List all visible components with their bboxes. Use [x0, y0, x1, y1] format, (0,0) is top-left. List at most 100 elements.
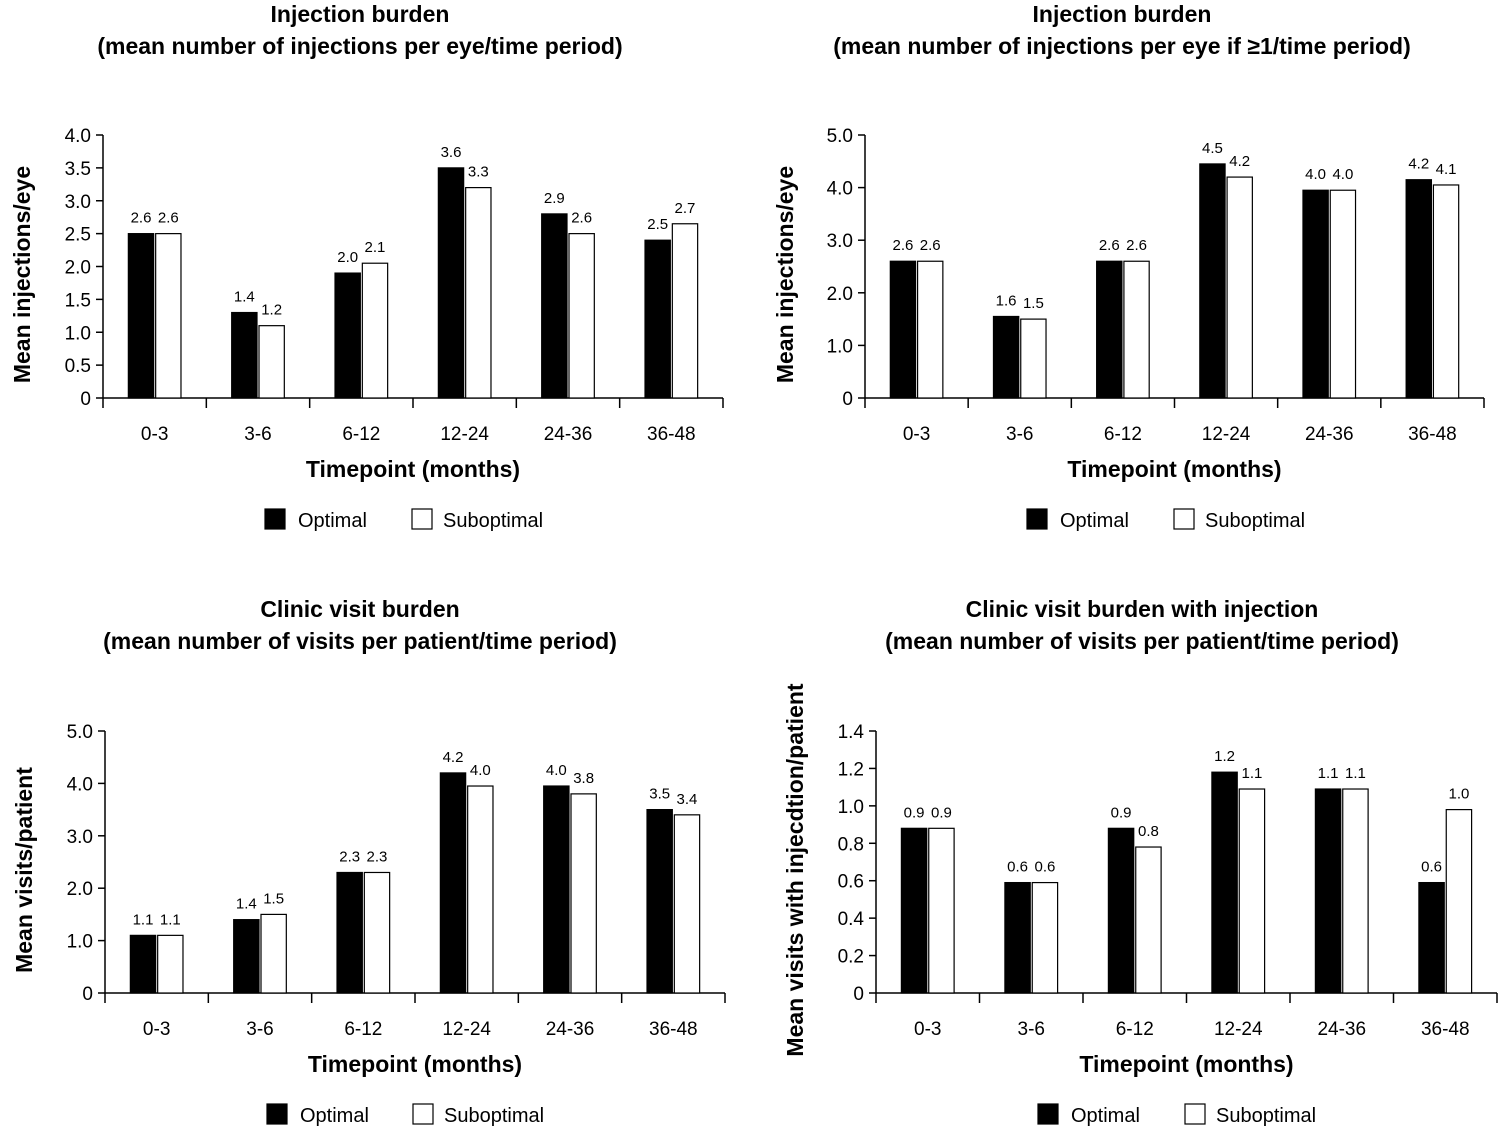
y-tick-label: 3.0 — [65, 192, 91, 213]
y-tick-label: 0.2 — [838, 947, 864, 968]
bar-suboptimal-0-3 — [928, 827, 955, 994]
data-label-suboptimal: 3.3 — [468, 164, 489, 181]
legend-swatch-suboptimal — [1173, 508, 1195, 530]
data-label-suboptimal: 2.7 — [675, 200, 696, 217]
legend: Optimal Suboptimal — [1037, 1103, 1316, 1127]
legend-swatch-suboptimal — [412, 1103, 434, 1125]
bar-optimal-12-24 — [1199, 163, 1226, 399]
data-label-suboptimal: 4.0 — [1332, 166, 1353, 183]
y-tick-label: 3.0 — [827, 231, 853, 252]
bar-suboptimal-0-3 — [916, 260, 944, 399]
data-label-optimal: 1.1 — [1318, 765, 1339, 782]
data-label-suboptimal: 2.3 — [367, 848, 388, 865]
bar-suboptimal-24-36 — [570, 793, 597, 994]
bar-optimal-36-48 — [646, 808, 673, 994]
bar-suboptimal-12-24 — [1226, 176, 1253, 399]
x-tick-label: 3-6 — [246, 1019, 273, 1040]
bar-suboptimal-36-48 — [1432, 184, 1460, 399]
y-axis-label: Mean visits/patient — [11, 767, 37, 973]
y-axis-label: Mean injections/eye — [772, 166, 798, 383]
chart-title: Clinic visit burden — [260, 596, 459, 622]
bar-suboptimal-3-6 — [258, 325, 285, 399]
y-tick-label: 2.5 — [65, 225, 91, 246]
data-label-optimal: 2.5 — [647, 216, 668, 233]
y-axis-label: Mean visits with injecdtion/patient — [782, 683, 808, 1056]
bar-suboptimal-24-36 — [1329, 189, 1357, 399]
bar-optimal-24-36 — [543, 785, 570, 994]
bar-suboptimal-3-6 — [1020, 318, 1047, 399]
data-label-optimal: 0.6 — [1007, 859, 1028, 876]
data-label-suboptimal: 0.8 — [1138, 823, 1159, 840]
data-label-optimal: 2.6 — [131, 210, 152, 227]
y-axis-label: Mean injections/eye — [9, 166, 35, 383]
y-tick-label: 0 — [80, 389, 91, 410]
bar-optimal-0-3 — [129, 934, 157, 994]
bar-suboptimal-12-24 — [1238, 788, 1266, 994]
bar-optimal-12-24 — [437, 167, 465, 399]
y-tick-label: 1.5 — [65, 290, 91, 311]
y-tick-label: 2.0 — [67, 879, 93, 900]
legend: Optimal Suboptimal — [1026, 508, 1305, 532]
bar-optimal-36-48 — [644, 239, 671, 399]
data-label-suboptimal: 4.2 — [1229, 153, 1250, 170]
data-label-optimal: 2.0 — [337, 249, 358, 266]
bar-suboptimal-36-48 — [673, 814, 701, 994]
y-tick-label: 5.0 — [67, 722, 93, 743]
chart-title: Clinic visit burden with injection — [966, 596, 1319, 622]
data-label-suboptimal: 1.5 — [1023, 295, 1044, 312]
data-label-suboptimal: 2.6 — [920, 237, 941, 254]
chart-panel-2: Injection burden (mean number of injectio… — [772, 1, 1485, 532]
x-tick-label: 36-48 — [1421, 1019, 1470, 1040]
bar-optimal-3-6 — [1004, 881, 1031, 994]
data-label-optimal: 4.0 — [1305, 166, 1326, 183]
bar-suboptimal-3-6 — [260, 913, 287, 994]
bar-suboptimal-0-3 — [157, 934, 184, 994]
legend-label-suboptimal: Suboptimal — [444, 1105, 544, 1127]
bar-suboptimal-6-12 — [363, 871, 391, 994]
y-tick-label: 1.2 — [838, 759, 864, 780]
legend-swatch-suboptimal — [1184, 1103, 1206, 1125]
data-label-optimal: 2.6 — [893, 237, 914, 254]
bar-optimal-0-3 — [127, 233, 155, 399]
x-tick-label: 24-36 — [546, 1019, 595, 1040]
y-tick-label: 4.0 — [65, 126, 91, 147]
bar-optimal-24-36 — [1302, 189, 1329, 399]
bar-suboptimal-0-3 — [155, 233, 182, 399]
bar-suboptimal-36-48 — [671, 223, 699, 399]
legend-label-suboptimal: Suboptimal — [1205, 510, 1305, 532]
x-tick-label: 0-3 — [143, 1019, 170, 1040]
data-label-suboptimal: 2.6 — [1126, 237, 1147, 254]
x-tick-label: 3-6 — [1006, 424, 1033, 445]
x-tick-label: 12-24 — [1214, 1019, 1263, 1040]
x-tick-label: 36-48 — [647, 424, 696, 445]
chart-title: Injection burden — [271, 1, 450, 27]
legend-label-suboptimal: Suboptimal — [1216, 1105, 1316, 1127]
data-label-suboptimal: 1.1 — [1345, 765, 1366, 782]
y-tick-label: 0.6 — [838, 872, 864, 893]
y-tick-label: 1.0 — [65, 323, 91, 344]
x-tick-label: 24-36 — [1317, 1019, 1366, 1040]
data-label-suboptimal: 2.1 — [365, 239, 386, 256]
data-label-optimal: 0.6 — [1421, 859, 1442, 876]
legend-label-optimal: Optimal — [1060, 510, 1129, 532]
legend-swatch-optimal — [1026, 508, 1048, 530]
data-label-optimal: 1.4 — [234, 289, 255, 306]
chart-subtitle: (mean number of visits per patient/time … — [885, 628, 1399, 654]
y-tick-label: 0 — [842, 389, 853, 410]
x-axis-label: Timepoint (months) — [308, 1051, 522, 1077]
data-label-suboptimal: 0.9 — [931, 804, 952, 821]
y-tick-label: 0.4 — [838, 909, 865, 930]
data-label-optimal: 0.9 — [904, 804, 925, 821]
data-label-optimal: 1.1 — [133, 911, 154, 928]
x-tick-label: 24-36 — [544, 424, 593, 445]
legend-swatch-optimal — [1037, 1103, 1059, 1125]
bar-suboptimal-6-12 — [1135, 846, 1162, 994]
y-tick-label: 4.0 — [827, 179, 853, 200]
y-tick-label: 3.0 — [67, 827, 93, 848]
x-tick-label: 3-6 — [1018, 1019, 1045, 1040]
x-tick-label: 0-3 — [141, 424, 168, 445]
bar-suboptimal-3-6 — [1031, 881, 1059, 994]
x-tick-label: 6-12 — [1104, 424, 1142, 445]
data-label-optimal: 3.5 — [649, 786, 670, 803]
